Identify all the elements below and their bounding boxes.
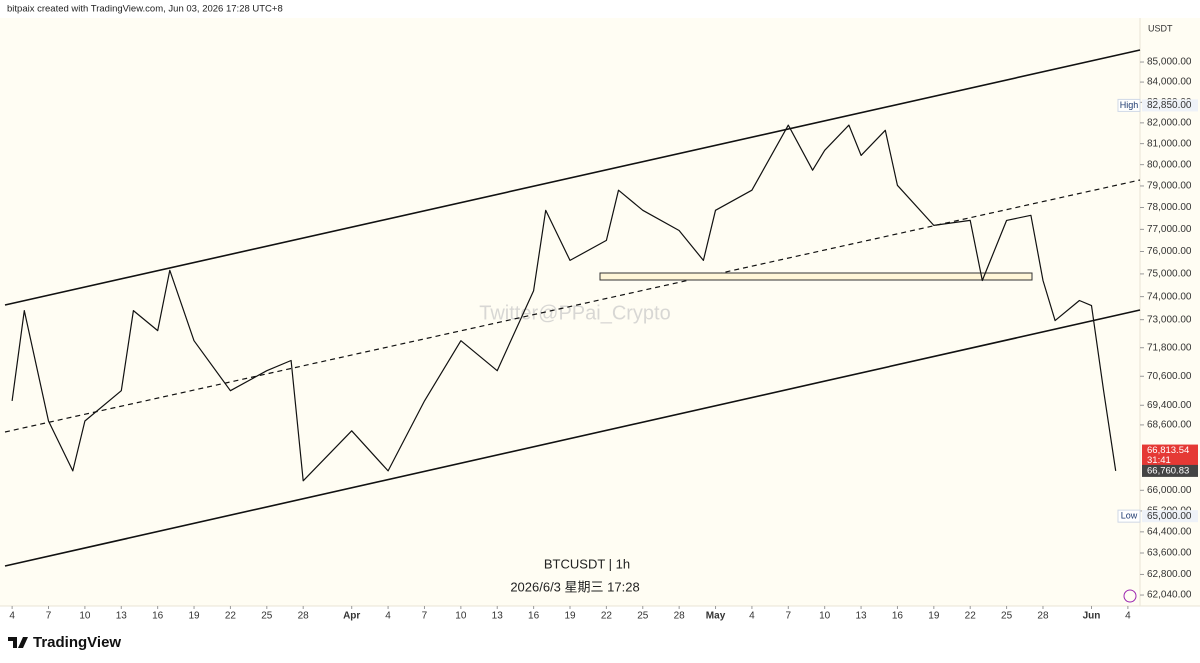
x-tick-label: 7	[46, 611, 52, 622]
x-tick-label: Apr	[343, 611, 360, 622]
y-tick-label: 78,000.00	[1147, 202, 1192, 213]
x-tick-label: 22	[601, 611, 613, 622]
x-tick-label: 25	[261, 611, 273, 622]
marker-tag-box	[1117, 509, 1141, 523]
y-tick-label: 84,000.00	[1147, 77, 1192, 88]
x-tick-label: 10	[455, 611, 467, 622]
x-tick-label: 22	[965, 611, 977, 622]
y-tick-label: 81,000.00	[1147, 138, 1192, 149]
x-tick-label: 10	[79, 611, 91, 622]
marker-value-box	[1142, 99, 1198, 112]
y-tick-label: 75,000.00	[1147, 269, 1192, 280]
x-tick-label: 16	[892, 611, 904, 622]
watermark: Twitter@PPai_Crypto	[479, 302, 670, 324]
marker-tag: High	[1120, 100, 1139, 110]
y-tick-label: 82,000.00	[1147, 117, 1192, 128]
x-tick-label: 10	[819, 611, 831, 622]
header-text: bitpaix created with TradingView.com, Ju…	[7, 4, 283, 15]
y-tick-label: 76,000.00	[1147, 246, 1192, 257]
plot-background	[0, 18, 1200, 606]
x-tick-label: 7	[786, 611, 792, 622]
y-tick-label: 80,000.00	[1147, 159, 1192, 170]
x-tick-label: May	[706, 611, 726, 622]
x-tick-label: 16	[152, 611, 164, 622]
x-tick-label: 13	[492, 611, 504, 622]
marker-value-box	[1142, 510, 1198, 523]
channel-lower	[4, 309, 1141, 567]
y-tick-label: 79,000.00	[1147, 181, 1192, 192]
channel-upper	[4, 49, 1141, 306]
y-tick-label: 62,800.00	[1147, 569, 1192, 580]
countdown-label: 31:41	[1147, 455, 1171, 466]
x-tick-label: 22	[225, 611, 237, 622]
header-bar	[0, 0, 1200, 18]
y-tick-label: 64,400.00	[1147, 526, 1192, 537]
y-tick-label: 77,000.00	[1147, 224, 1192, 235]
x-tick-label: 28	[1037, 611, 1049, 622]
marker-tag-box	[1117, 98, 1141, 112]
last-price-box	[1142, 444, 1198, 467]
alert-icon[interactable]	[1123, 589, 1137, 603]
y-tick-label: 68,600.00	[1147, 420, 1192, 431]
x-tick-label: 19	[928, 611, 940, 622]
x-tick-label: 13	[116, 611, 128, 622]
x-tick-label: 28	[298, 611, 310, 622]
logo-text: TradingView	[33, 634, 121, 651]
y-tick-label: 70,600.00	[1147, 371, 1192, 382]
x-tick-label: 19	[188, 611, 200, 622]
x-tick-label: 13	[856, 611, 868, 622]
y-tick-label: 71,800.00	[1147, 342, 1192, 353]
x-tick-label: 16	[528, 611, 540, 622]
symbol-label: BTCUSDT | 1h	[544, 556, 630, 571]
marker-value: 82,850.00	[1147, 100, 1192, 111]
currency-label: USDT	[1148, 23, 1173, 33]
y-tick-label: 73,000.00	[1147, 314, 1192, 325]
x-tick-label: 4	[1125, 611, 1131, 622]
x-tick-label: 7	[422, 611, 428, 622]
y-tick-label: 66,000.00	[1147, 485, 1192, 496]
y-tick-label: 74,000.00	[1147, 291, 1192, 302]
channel-mid	[4, 179, 1141, 433]
footer-logo: TradingView	[8, 634, 121, 651]
y-tick-label: 85,000.00	[1147, 57, 1192, 68]
x-tick-label: 19	[564, 611, 576, 622]
mark-price-box	[1142, 464, 1198, 477]
mark-price-label: 66,760.83	[1147, 465, 1189, 476]
price-line	[11, 124, 1117, 482]
support-zone	[599, 272, 1033, 281]
x-tick-label: Jun	[1083, 611, 1101, 622]
x-tick-label: 25	[637, 611, 649, 622]
marker-tag: Low	[1121, 511, 1138, 521]
y-tick-label: 63,600.00	[1147, 548, 1192, 559]
x-tick-label: 4	[749, 611, 755, 622]
marker-value: 65,000.00	[1147, 511, 1192, 522]
x-tick-label: 25	[1001, 611, 1013, 622]
logo-icon	[8, 637, 28, 648]
last-price-label: 66,813.54	[1147, 445, 1189, 456]
x-tick-label: 4	[9, 611, 15, 622]
y-tick-label: 62,040.00	[1147, 590, 1192, 601]
x-tick-label: 4	[385, 611, 391, 622]
x-tick-label: 28	[674, 611, 686, 622]
y-tick-label: 69,400.00	[1147, 400, 1192, 411]
timestamp-label: 2026/6/3 星期三 17:28	[510, 579, 639, 594]
